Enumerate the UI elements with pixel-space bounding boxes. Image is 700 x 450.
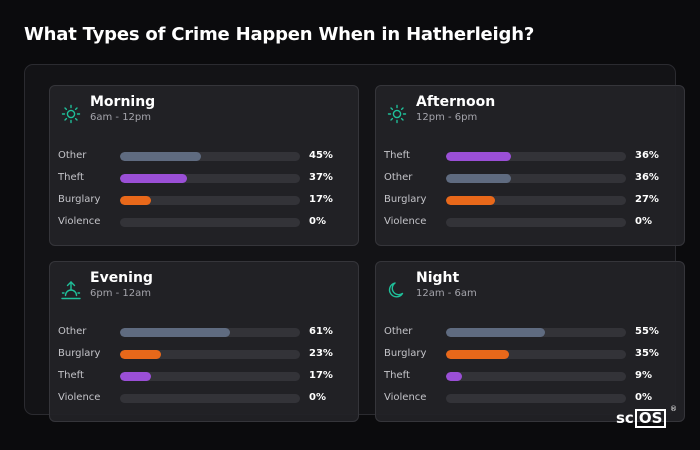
value-label: 0% (635, 392, 652, 403)
bar-theft (446, 372, 463, 381)
page-title: What Types of Crime Happen When in Hathe… (24, 24, 535, 45)
card-title: Afternoon (416, 94, 496, 110)
bar-burglary (446, 196, 495, 205)
bar-theft (446, 152, 511, 161)
card-title: Evening (90, 270, 153, 286)
logo-boxed: OS (634, 409, 667, 428)
card-evening: Evening 6pm - 12am Other 61% Burglary 23% Th… (49, 261, 359, 422)
bar-burglary (120, 350, 162, 359)
logo-prefix: sc (616, 409, 634, 427)
category-label: Theft (58, 370, 84, 381)
value-label: 17% (309, 370, 333, 381)
bar-track (120, 394, 300, 403)
bar-theft (120, 174, 187, 183)
bar-row-theft: Theft 36% (384, 149, 678, 163)
value-label: 36% (635, 172, 659, 183)
value-label: 45% (309, 150, 333, 161)
card-title: Morning (90, 94, 156, 110)
bar-other (446, 174, 511, 183)
scos-logo: sc OS ® (616, 405, 677, 431)
card-time-range: 6pm - 12am (90, 288, 152, 299)
bar-track (120, 152, 300, 161)
bar-track (120, 372, 300, 381)
bar-burglary (446, 350, 509, 359)
bar-track (446, 218, 626, 227)
bar-row-theft: Theft 37% (58, 171, 352, 185)
card-title: Night (416, 270, 460, 286)
bar-row-theft: Theft 9% (384, 369, 678, 383)
category-label: Theft (384, 150, 410, 161)
moon-icon (388, 282, 404, 298)
bar-track (120, 218, 300, 227)
category-label: Burglary (58, 348, 101, 359)
category-label: Burglary (384, 194, 427, 205)
sun-icon (61, 104, 81, 124)
bar-track (446, 152, 626, 161)
bar-track (120, 196, 300, 205)
value-label: 9% (635, 370, 652, 381)
card-afternoon: Afternoon 12pm - 6pm Theft 36% Other 36% Bur… (375, 85, 685, 246)
category-label: Violence (58, 392, 101, 403)
value-label: 27% (635, 194, 659, 205)
card-time-range: 12pm - 6pm (416, 112, 478, 123)
category-label: Burglary (58, 194, 101, 205)
card-time-range: 12am - 6am (416, 288, 477, 299)
bar-track (120, 350, 300, 359)
bar-row-other: Other 55% (384, 325, 678, 339)
value-label: 55% (635, 326, 659, 337)
bar-row-violence: Violence 0% (58, 391, 352, 405)
value-label: 61% (309, 326, 333, 337)
category-label: Violence (58, 216, 101, 227)
bar-theft (120, 372, 151, 381)
category-label: Violence (384, 392, 427, 403)
category-label: Other (58, 150, 87, 161)
bar-other (120, 328, 230, 337)
bar-row-other: Other 61% (58, 325, 352, 339)
bar-row-burglary: Burglary 23% (58, 347, 352, 361)
card-night: Night 12am - 6am Other 55% Burglary 35% Thef… (375, 261, 685, 422)
value-label: 17% (309, 194, 333, 205)
value-label: 23% (309, 348, 333, 359)
category-label: Theft (384, 370, 410, 381)
bar-row-burglary: Burglary 35% (384, 347, 678, 361)
bar-track (120, 328, 300, 337)
bar-track (120, 174, 300, 183)
value-label: 0% (635, 216, 652, 227)
category-label: Burglary (384, 348, 427, 359)
bar-other (446, 328, 545, 337)
category-label: Violence (384, 216, 427, 227)
bar-track (446, 328, 626, 337)
category-label: Other (384, 172, 413, 183)
bar-row-violence: Violence 0% (384, 391, 678, 405)
value-label: 0% (309, 216, 326, 227)
value-label: 36% (635, 150, 659, 161)
bar-burglary (120, 196, 151, 205)
bar-track (446, 372, 626, 381)
category-label: Theft (58, 172, 84, 183)
sunset-icon (61, 281, 81, 300)
logo-registered-mark: ® (670, 405, 677, 413)
bar-track (446, 350, 626, 359)
sun-icon (387, 104, 407, 124)
bar-row-violence: Violence 0% (58, 215, 352, 229)
bar-row-burglary: Burglary 27% (384, 193, 678, 207)
bar-row-other: Other 36% (384, 171, 678, 185)
card-time-range: 6am - 12pm (90, 112, 152, 123)
value-label: 37% (309, 172, 333, 183)
category-label: Other (58, 326, 87, 337)
bar-track (446, 174, 626, 183)
card-morning: Morning 6am - 12pm Other 45% Theft 37% Burgl… (49, 85, 359, 246)
bar-row-theft: Theft 17% (58, 369, 352, 383)
bar-row-burglary: Burglary 17% (58, 193, 352, 207)
category-label: Other (384, 326, 413, 337)
value-label: 0% (309, 392, 326, 403)
bar-other (120, 152, 201, 161)
bar-row-violence: Violence 0% (384, 215, 678, 229)
bar-row-other: Other 45% (58, 149, 352, 163)
bar-track (446, 394, 626, 403)
value-label: 35% (635, 348, 659, 359)
bar-track (446, 196, 626, 205)
